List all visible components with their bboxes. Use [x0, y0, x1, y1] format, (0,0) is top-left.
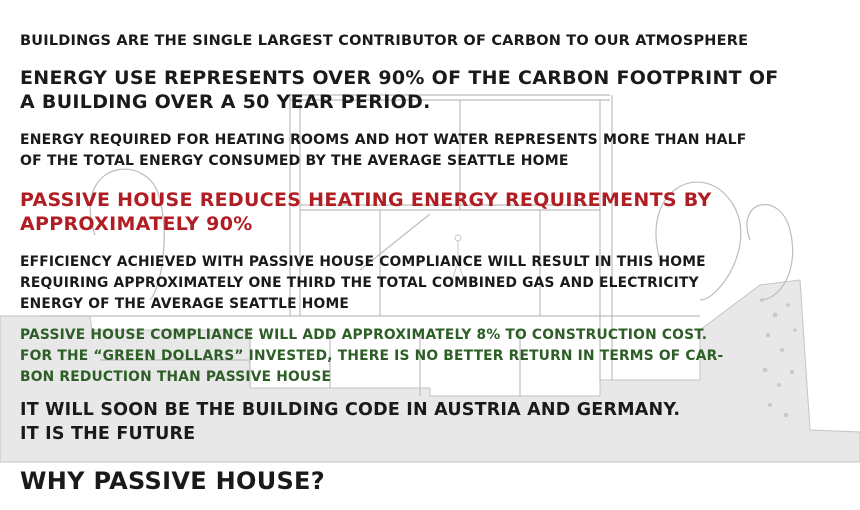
person-figure [451, 234, 465, 281]
statement-energy-footprint: ENERGY USE REPRESENTS OVER 90% OF THE CA… [20, 67, 779, 113]
building-frame [40, 94, 794, 396]
statement-passive-house-reduction: PASSIVE HOUSE REDUCES HEATING ENERGY REQ… [20, 189, 712, 235]
statement-carbon-contributor: BUILDINGS ARE THE SINGLE LARGEST CONTRIB… [20, 33, 749, 49]
statement-heating-share: ENERGY REQUIRED FOR HEATING ROOMS AND HO… [20, 132, 747, 169]
statement-building-code: IT WILL SOON BE THE BUILDING CODE IN AUS… [20, 400, 681, 444]
statement-construction-cost: PASSIVE HOUSE COMPLIANCE WILL ADD APPROX… [20, 327, 724, 385]
gravel-pattern [760, 298, 797, 418]
page-title: WHY PASSIVE HOUSE? [20, 467, 325, 495]
statement-efficiency: EFFICIENCY ACHIEVED WITH PASSIVE HOUSE C… [20, 254, 706, 312]
ground-fill [0, 279, 860, 463]
